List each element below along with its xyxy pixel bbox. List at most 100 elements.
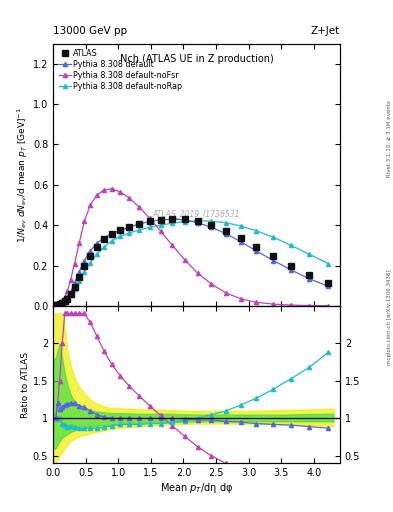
Pythia 8.308 default-noRap	[271, 234, 276, 240]
Pythia 8.308 default-noFsr	[147, 215, 152, 221]
Pythia 8.308 default-noFsr	[65, 288, 70, 294]
Pythia 8.308 default-noFsr	[158, 228, 163, 234]
Pythia 8.308 default-noRap	[72, 286, 77, 292]
Line: Pythia 8.308 default-noRap: Pythia 8.308 default-noRap	[53, 219, 330, 307]
Text: Nch (ATLAS UE in Z production): Nch (ATLAS UE in Z production)	[119, 54, 274, 64]
Pythia 8.308 default-noFsr	[88, 202, 93, 208]
Pythia 8.308 default-noFsr	[326, 303, 331, 309]
Pythia 8.308 default	[68, 289, 73, 295]
ATLAS	[53, 302, 58, 308]
Pythia 8.308 default-noFsr	[224, 290, 228, 296]
ATLAS	[224, 227, 228, 233]
ATLAS	[55, 302, 60, 308]
Pythia 8.308 default-noRap	[224, 220, 228, 226]
ATLAS	[182, 216, 187, 222]
Pythia 8.308 default-noFsr	[55, 302, 60, 308]
Pythia 8.308 default	[65, 294, 70, 301]
Pythia 8.308 default	[55, 302, 60, 308]
ATLAS	[239, 235, 243, 241]
ATLAS	[289, 263, 294, 269]
Pythia 8.308 default-noFsr	[254, 299, 259, 305]
ATLAS	[72, 284, 77, 290]
ATLAS	[65, 295, 70, 302]
Pythia 8.308 default-noRap	[147, 224, 152, 230]
ATLAS	[158, 217, 163, 223]
Pythia 8.308 default-noRap	[60, 301, 64, 307]
Pythia 8.308 default	[158, 217, 163, 223]
Pythia 8.308 default-noFsr	[127, 195, 132, 201]
Pythia 8.308 default	[239, 239, 243, 245]
ATLAS	[254, 244, 259, 250]
Pythia 8.308 default-noRap	[53, 302, 58, 308]
Text: mcplots.cern.ch [arXiv:1306.3436]: mcplots.cern.ch [arXiv:1306.3436]	[387, 270, 392, 365]
Pythia 8.308 default-noFsr	[82, 218, 87, 224]
Pythia 8.308 default-noRap	[94, 251, 99, 258]
Pythia 8.308 default-noFsr	[101, 187, 106, 193]
ATLAS	[94, 244, 99, 250]
ATLAS	[62, 298, 67, 305]
Pythia 8.308 default	[60, 300, 64, 306]
ATLAS	[109, 231, 114, 237]
Pythia 8.308 default-noFsr	[170, 242, 175, 248]
Pythia 8.308 default	[53, 302, 58, 308]
Y-axis label: Ratio to ATLAS: Ratio to ATLAS	[21, 352, 30, 418]
Pythia 8.308 default-noFsr	[53, 302, 58, 308]
Pythia 8.308 default-noRap	[195, 218, 200, 224]
Pythia 8.308 default	[62, 297, 67, 304]
Pythia 8.308 default	[224, 230, 228, 237]
ATLAS	[82, 263, 87, 269]
ATLAS	[127, 224, 132, 230]
ATLAS	[88, 253, 93, 259]
ATLAS	[170, 216, 175, 222]
ATLAS	[195, 218, 200, 224]
Pythia 8.308 default-noRap	[158, 222, 163, 228]
Pythia 8.308 default	[307, 275, 312, 282]
ATLAS	[209, 222, 214, 228]
Line: Pythia 8.308 default-noFsr: Pythia 8.308 default-noFsr	[53, 187, 330, 308]
Pythia 8.308 default-noRap	[101, 244, 106, 250]
Pythia 8.308 default-noFsr	[94, 192, 99, 198]
Pythia 8.308 default-noRap	[170, 220, 175, 226]
Pythia 8.308 default-noFsr	[289, 302, 294, 308]
Pythia 8.308 default-noFsr	[109, 186, 114, 192]
ATLAS	[60, 300, 64, 306]
Pythia 8.308 default-noRap	[77, 278, 81, 284]
Line: ATLAS: ATLAS	[53, 216, 331, 308]
Pythia 8.308 default-noFsr	[57, 301, 62, 307]
ATLAS	[326, 280, 331, 286]
ATLAS	[271, 253, 276, 260]
ATLAS	[101, 236, 106, 242]
Pythia 8.308 default-noRap	[109, 238, 114, 244]
Y-axis label: $1/N_{ev}$ $dN_{ev}$/d mean $p_T$ [GeV]$^{-1}$: $1/N_{ev}$ $dN_{ev}$/d mean $p_T$ [GeV]$…	[16, 107, 30, 243]
Pythia 8.308 default-noRap	[118, 233, 123, 239]
ATLAS	[118, 227, 123, 233]
ATLAS	[57, 301, 62, 307]
Pythia 8.308 default-noRap	[254, 228, 259, 234]
Pythia 8.308 default-noRap	[57, 301, 62, 307]
Pythia 8.308 default-noRap	[239, 223, 243, 229]
Pythia 8.308 default	[147, 219, 152, 225]
Pythia 8.308 default	[326, 283, 331, 289]
Pythia 8.308 default-noFsr	[72, 261, 77, 267]
Pythia 8.308 default	[101, 234, 106, 241]
Pythia 8.308 default-noFsr	[68, 276, 73, 283]
Pythia 8.308 default-noFsr	[77, 240, 81, 246]
Pythia 8.308 default-noFsr	[271, 301, 276, 307]
Pythia 8.308 default-noRap	[68, 292, 73, 298]
Pythia 8.308 default-noRap	[62, 299, 67, 305]
Pythia 8.308 default	[271, 258, 276, 264]
Pythia 8.308 default-noRap	[182, 219, 187, 225]
Pythia 8.308 default-noFsr	[307, 303, 312, 309]
Pythia 8.308 default	[82, 258, 87, 264]
Pythia 8.308 default	[109, 230, 114, 237]
ATLAS	[307, 272, 312, 279]
Pythia 8.308 default-noFsr	[60, 298, 64, 305]
ATLAS	[147, 218, 152, 224]
Text: Z+Jet: Z+Jet	[311, 26, 340, 36]
Pythia 8.308 default	[57, 301, 62, 307]
ATLAS	[68, 291, 73, 297]
Pythia 8.308 default	[137, 221, 141, 227]
X-axis label: Mean $p_T$/dη dφ: Mean $p_T$/dη dφ	[160, 481, 233, 495]
Pythia 8.308 default-noRap	[209, 218, 214, 224]
Pythia 8.308 default-noRap	[55, 302, 60, 308]
